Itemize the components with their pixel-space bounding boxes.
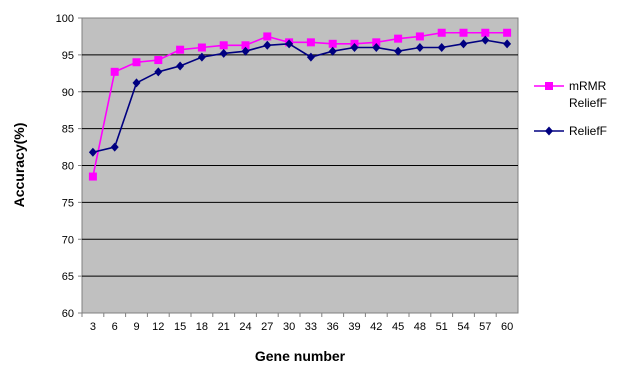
y-tick-label: 85 bbox=[62, 124, 74, 136]
x-tick-label: 51 bbox=[436, 321, 448, 333]
series-layer bbox=[88, 28, 512, 181]
data-point bbox=[219, 48, 228, 58]
x-tick-label: 42 bbox=[370, 321, 382, 333]
data-point bbox=[437, 43, 446, 52]
x-axis-ticks: 3 6 9 12 15 18 21 24 27 30 33 36 39 42 45 48 51 54 57 60 bbox=[81, 313, 513, 333]
data-point bbox=[132, 78, 141, 88]
legend-marker bbox=[545, 126, 553, 136]
legend-label: mRMR bbox=[569, 79, 607, 93]
x-tick-label: 27 bbox=[261, 321, 273, 333]
data-point bbox=[110, 142, 119, 152]
data-point bbox=[263, 40, 272, 50]
legend-entry: ReliefF bbox=[534, 124, 607, 138]
x-tick-label: 18 bbox=[196, 321, 208, 333]
data-point bbox=[88, 172, 97, 181]
x-tick-label: 33 bbox=[305, 321, 317, 333]
y-tick-label: 75 bbox=[62, 197, 74, 209]
data-point bbox=[415, 43, 424, 52]
x-axis-title: Gene number bbox=[255, 348, 346, 364]
data-point bbox=[110, 67, 119, 76]
legend-marker bbox=[545, 82, 553, 90]
data-point bbox=[481, 28, 490, 37]
legend-label: ReliefF bbox=[569, 124, 607, 138]
legend: mRMR ReliefF ReliefF bbox=[534, 79, 607, 138]
y-tick-label: 65 bbox=[62, 271, 74, 283]
data-point bbox=[503, 28, 512, 37]
x-tick-label: 36 bbox=[327, 321, 339, 333]
x-tick-label: 30 bbox=[283, 321, 295, 333]
x-tick-label: 15 bbox=[174, 321, 186, 333]
data-point bbox=[285, 39, 294, 49]
data-point bbox=[394, 46, 403, 56]
data-point bbox=[176, 61, 185, 71]
data-point bbox=[241, 46, 250, 56]
x-tick-label: 9 bbox=[133, 321, 139, 333]
y-tick-label: 100 bbox=[56, 13, 74, 25]
y-tick-label: 70 bbox=[62, 234, 74, 246]
data-point bbox=[328, 39, 337, 48]
x-tick-label: 48 bbox=[414, 321, 426, 333]
data-point bbox=[350, 43, 359, 52]
data-point bbox=[394, 34, 403, 43]
x-tick-label: 24 bbox=[239, 321, 251, 333]
data-point bbox=[197, 52, 206, 62]
data-point bbox=[88, 147, 97, 157]
data-point bbox=[328, 46, 337, 56]
data-point bbox=[241, 41, 250, 50]
y-tick-label: 60 bbox=[62, 308, 74, 320]
series-relieff bbox=[88, 35, 512, 157]
y-axis-title: Accuracy(%) bbox=[11, 123, 27, 208]
data-point bbox=[372, 38, 381, 47]
data-point bbox=[176, 45, 185, 54]
x-tick-label: 39 bbox=[348, 321, 360, 333]
data-point bbox=[306, 38, 315, 47]
gridlines bbox=[82, 54, 518, 277]
legend-label: ReliefF bbox=[569, 96, 607, 110]
data-point bbox=[503, 39, 512, 49]
x-tick-label: 6 bbox=[112, 321, 118, 333]
x-tick-label: 12 bbox=[152, 321, 164, 333]
legend-entry: mRMR ReliefF bbox=[534, 79, 607, 110]
x-tick-label: 54 bbox=[457, 321, 469, 333]
x-tick-label: 57 bbox=[479, 321, 491, 333]
data-point bbox=[154, 56, 163, 65]
x-tick-label: 21 bbox=[218, 321, 230, 333]
data-point bbox=[459, 28, 468, 37]
data-point bbox=[197, 43, 206, 52]
data-point bbox=[481, 35, 490, 45]
data-point bbox=[132, 58, 141, 67]
y-tick-label: 90 bbox=[62, 87, 74, 99]
data-point bbox=[437, 28, 446, 37]
data-point bbox=[459, 39, 468, 49]
y-tick-label: 95 bbox=[62, 50, 74, 62]
x-tick-label: 60 bbox=[501, 321, 513, 333]
data-point bbox=[372, 43, 381, 52]
y-axis-ticks: 60 65 70 75 80 85 90 95 100 bbox=[56, 13, 82, 320]
x-tick-label: 3 bbox=[90, 321, 96, 333]
data-point bbox=[219, 41, 228, 50]
x-tick-label: 45 bbox=[392, 321, 404, 333]
y-tick-label: 80 bbox=[62, 161, 74, 173]
data-point bbox=[415, 32, 424, 41]
data-point bbox=[154, 67, 163, 77]
data-point bbox=[263, 32, 272, 41]
data-point bbox=[306, 52, 315, 62]
